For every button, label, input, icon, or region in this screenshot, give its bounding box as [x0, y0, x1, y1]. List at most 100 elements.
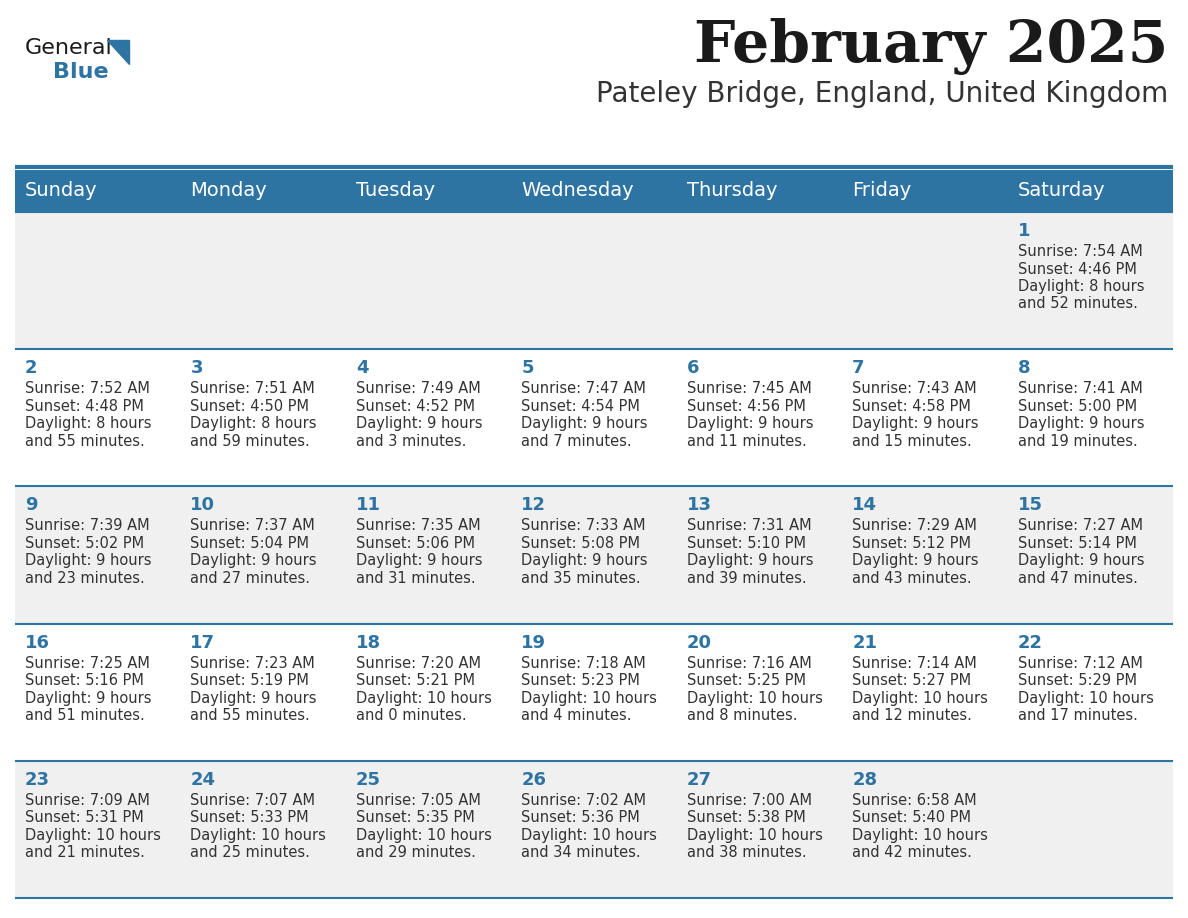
Text: and 21 minutes.: and 21 minutes.: [25, 845, 145, 860]
Text: 5: 5: [522, 359, 533, 377]
Text: Sunset: 5:10 PM: Sunset: 5:10 PM: [687, 536, 805, 551]
Text: Sunset: 5:19 PM: Sunset: 5:19 PM: [190, 673, 309, 688]
Text: Daylight: 9 hours: Daylight: 9 hours: [852, 554, 979, 568]
Text: and 52 minutes.: and 52 minutes.: [1018, 297, 1137, 311]
Text: Sunset: 4:54 PM: Sunset: 4:54 PM: [522, 398, 640, 414]
Text: Sunrise: 7:09 AM: Sunrise: 7:09 AM: [25, 793, 150, 808]
Text: Daylight: 8 hours: Daylight: 8 hours: [190, 416, 317, 431]
Text: and 15 minutes.: and 15 minutes.: [852, 433, 972, 449]
Text: 8: 8: [1018, 359, 1030, 377]
Text: and 31 minutes.: and 31 minutes.: [356, 571, 475, 586]
Bar: [15, 623, 1173, 761]
Bar: [15, 170, 181, 212]
Text: Daylight: 10 hours: Daylight: 10 hours: [852, 690, 988, 706]
Text: Sunrise: 7:33 AM: Sunrise: 7:33 AM: [522, 519, 646, 533]
Text: 26: 26: [522, 771, 546, 789]
Text: and 55 minutes.: and 55 minutes.: [25, 433, 145, 449]
Text: Sunset: 4:48 PM: Sunset: 4:48 PM: [25, 398, 144, 414]
Text: 13: 13: [687, 497, 712, 514]
Text: Sunrise: 7:00 AM: Sunrise: 7:00 AM: [687, 793, 811, 808]
Text: 16: 16: [25, 633, 50, 652]
Text: 14: 14: [852, 497, 877, 514]
Text: 25: 25: [356, 771, 381, 789]
Text: Daylight: 10 hours: Daylight: 10 hours: [687, 690, 822, 706]
Text: Sunset: 5:21 PM: Sunset: 5:21 PM: [356, 673, 475, 688]
Text: Sunrise: 7:31 AM: Sunrise: 7:31 AM: [687, 519, 811, 533]
Text: 22: 22: [1018, 633, 1043, 652]
Text: Friday: Friday: [852, 182, 911, 200]
Text: 17: 17: [190, 633, 215, 652]
Text: Daylight: 10 hours: Daylight: 10 hours: [852, 828, 988, 843]
Text: and 42 minutes.: and 42 minutes.: [852, 845, 972, 860]
Text: and 0 minutes.: and 0 minutes.: [356, 708, 467, 723]
Text: Sunset: 5:16 PM: Sunset: 5:16 PM: [25, 673, 144, 688]
Text: Sunrise: 7:18 AM: Sunrise: 7:18 AM: [522, 655, 646, 671]
Bar: [511, 170, 677, 212]
Text: Daylight: 9 hours: Daylight: 9 hours: [687, 554, 814, 568]
Text: Daylight: 8 hours: Daylight: 8 hours: [25, 416, 152, 431]
Text: and 3 minutes.: and 3 minutes.: [356, 433, 466, 449]
Text: Sunday: Sunday: [25, 182, 97, 200]
Text: and 25 minutes.: and 25 minutes.: [190, 845, 310, 860]
Text: 15: 15: [1018, 497, 1043, 514]
Text: 11: 11: [356, 497, 381, 514]
Text: Pateley Bridge, England, United Kingdom: Pateley Bridge, England, United Kingdom: [595, 80, 1168, 108]
Text: Daylight: 10 hours: Daylight: 10 hours: [356, 828, 492, 843]
Text: Sunrise: 7:12 AM: Sunrise: 7:12 AM: [1018, 655, 1143, 671]
Text: and 51 minutes.: and 51 minutes.: [25, 708, 145, 723]
Text: Sunset: 4:58 PM: Sunset: 4:58 PM: [852, 398, 971, 414]
Text: Sunrise: 7:35 AM: Sunrise: 7:35 AM: [356, 519, 480, 533]
Text: Sunset: 5:25 PM: Sunset: 5:25 PM: [687, 673, 805, 688]
Text: February 2025: February 2025: [694, 18, 1168, 75]
Text: and 59 minutes.: and 59 minutes.: [190, 433, 310, 449]
Text: Daylight: 9 hours: Daylight: 9 hours: [356, 554, 482, 568]
Text: 3: 3: [190, 359, 203, 377]
Text: Daylight: 10 hours: Daylight: 10 hours: [522, 828, 657, 843]
Text: Sunset: 5:31 PM: Sunset: 5:31 PM: [25, 811, 144, 825]
Text: 9: 9: [25, 497, 38, 514]
Bar: [15, 349, 1173, 487]
Text: Sunrise: 7:54 AM: Sunrise: 7:54 AM: [1018, 244, 1143, 259]
Text: 2: 2: [25, 359, 38, 377]
Text: Sunrise: 7:14 AM: Sunrise: 7:14 AM: [852, 655, 977, 671]
Text: Daylight: 8 hours: Daylight: 8 hours: [1018, 279, 1144, 294]
Text: 21: 21: [852, 633, 877, 652]
Text: Sunset: 4:46 PM: Sunset: 4:46 PM: [1018, 262, 1137, 276]
Text: Sunrise: 7:51 AM: Sunrise: 7:51 AM: [190, 381, 315, 397]
Text: Daylight: 9 hours: Daylight: 9 hours: [356, 416, 482, 431]
Text: Daylight: 10 hours: Daylight: 10 hours: [190, 828, 327, 843]
Bar: [346, 170, 511, 212]
Text: Sunset: 5:35 PM: Sunset: 5:35 PM: [356, 811, 475, 825]
Polygon shape: [107, 40, 129, 64]
Text: Sunrise: 7:43 AM: Sunrise: 7:43 AM: [852, 381, 977, 397]
Text: Sunrise: 7:05 AM: Sunrise: 7:05 AM: [356, 793, 481, 808]
Text: Sunset: 4:52 PM: Sunset: 4:52 PM: [356, 398, 475, 414]
Text: Sunrise: 7:23 AM: Sunrise: 7:23 AM: [190, 655, 315, 671]
Text: 4: 4: [356, 359, 368, 377]
Text: 20: 20: [687, 633, 712, 652]
Text: Sunrise: 7:45 AM: Sunrise: 7:45 AM: [687, 381, 811, 397]
Text: Sunset: 5:08 PM: Sunset: 5:08 PM: [522, 536, 640, 551]
Text: and 39 minutes.: and 39 minutes.: [687, 571, 807, 586]
Text: Daylight: 10 hours: Daylight: 10 hours: [1018, 690, 1154, 706]
Bar: [677, 170, 842, 212]
Text: and 7 minutes.: and 7 minutes.: [522, 433, 632, 449]
Text: Daylight: 9 hours: Daylight: 9 hours: [1018, 554, 1144, 568]
Text: Sunset: 5:12 PM: Sunset: 5:12 PM: [852, 536, 971, 551]
Text: 1: 1: [1018, 222, 1030, 240]
Text: Blue: Blue: [53, 62, 108, 82]
Text: Sunset: 4:56 PM: Sunset: 4:56 PM: [687, 398, 805, 414]
Text: 28: 28: [852, 771, 877, 789]
Text: Daylight: 9 hours: Daylight: 9 hours: [190, 554, 317, 568]
Text: Sunset: 5:38 PM: Sunset: 5:38 PM: [687, 811, 805, 825]
Text: Daylight: 10 hours: Daylight: 10 hours: [687, 828, 822, 843]
Text: Sunrise: 7:29 AM: Sunrise: 7:29 AM: [852, 519, 977, 533]
Bar: [842, 170, 1007, 212]
Text: and 4 minutes.: and 4 minutes.: [522, 708, 632, 723]
Text: Sunset: 5:40 PM: Sunset: 5:40 PM: [852, 811, 971, 825]
Text: 18: 18: [356, 633, 381, 652]
Text: Daylight: 9 hours: Daylight: 9 hours: [25, 554, 152, 568]
Bar: [1007, 170, 1173, 212]
Text: and 27 minutes.: and 27 minutes.: [190, 571, 310, 586]
Text: 6: 6: [687, 359, 700, 377]
